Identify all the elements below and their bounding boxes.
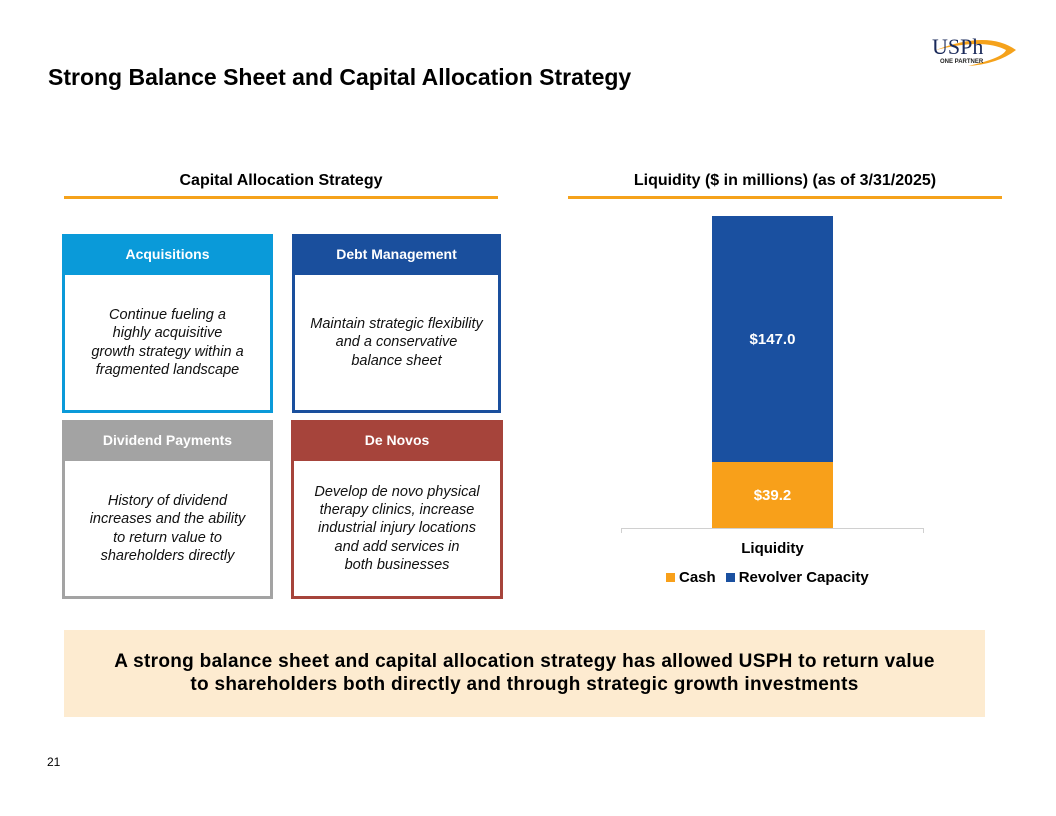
page-number: 21 bbox=[47, 755, 61, 769]
x-axis bbox=[621, 528, 924, 533]
card-header: De Novos bbox=[291, 420, 503, 461]
bar-segment-revolver-capacity: $147.0 bbox=[712, 216, 833, 463]
left-section-heading: Capital Allocation Strategy bbox=[179, 172, 383, 189]
legend-item-cash: Cash bbox=[666, 569, 716, 586]
card-body: Develop de novo physical therapy clinics… bbox=[314, 484, 480, 573]
card-body: Continue fueling a highly acquisitive gr… bbox=[91, 307, 244, 378]
logo: USPh ONE PARTNER bbox=[928, 28, 1020, 72]
summary-banner: A strong balance sheet and capital alloc… bbox=[64, 630, 985, 717]
legend-swatch bbox=[725, 573, 735, 582]
card-header: Dividend Payments bbox=[62, 420, 273, 461]
legend-item-revolver-capacity: Revolver Capacity bbox=[725, 569, 869, 586]
legend-label: Cash bbox=[679, 569, 716, 586]
card-dividend-payments: Dividend Payments History of dividend in… bbox=[62, 420, 273, 599]
logo-swoosh-icon bbox=[936, 40, 1016, 66]
legend-swatch bbox=[666, 573, 675, 582]
x-tick-label: Liquidity bbox=[741, 540, 804, 557]
page-title: Strong Balance Sheet and Capital Allocat… bbox=[48, 64, 632, 90]
card-body: Maintain strategic flexibility and a con… bbox=[310, 316, 483, 369]
legend-label: Revolver Capacity bbox=[738, 569, 869, 586]
legend: Cash Revolver Capacity bbox=[666, 569, 869, 586]
liquidity-chart: $39.2 $147.0 Liquidity Cash Revolver Cap… bbox=[600, 200, 940, 600]
data-label: $147.0 bbox=[749, 330, 796, 348]
card-header: Acquisitions bbox=[62, 234, 273, 275]
chart-title: Liquidity ($ in millions) (as of 3/31/20… bbox=[633, 172, 937, 189]
data-label: $39.2 bbox=[753, 486, 792, 504]
card-de-novos: De Novos Develop de novo physical therap… bbox=[291, 420, 503, 599]
left-section-rule bbox=[64, 196, 498, 199]
card-header: Debt Management bbox=[292, 234, 501, 275]
card-body: History of dividend increases and the ab… bbox=[89, 493, 246, 564]
logo-text: USPh bbox=[932, 34, 984, 59]
card-debt-management: Debt Management Maintain strategic flexi… bbox=[292, 234, 501, 413]
logo-tagline: ONE PARTNER bbox=[940, 59, 984, 65]
chart-title-rule bbox=[568, 196, 1002, 199]
bar-segment-cash: $39.2 bbox=[712, 462, 833, 528]
card-acquisitions: Acquisitions Continue fueling a highly a… bbox=[62, 234, 273, 413]
